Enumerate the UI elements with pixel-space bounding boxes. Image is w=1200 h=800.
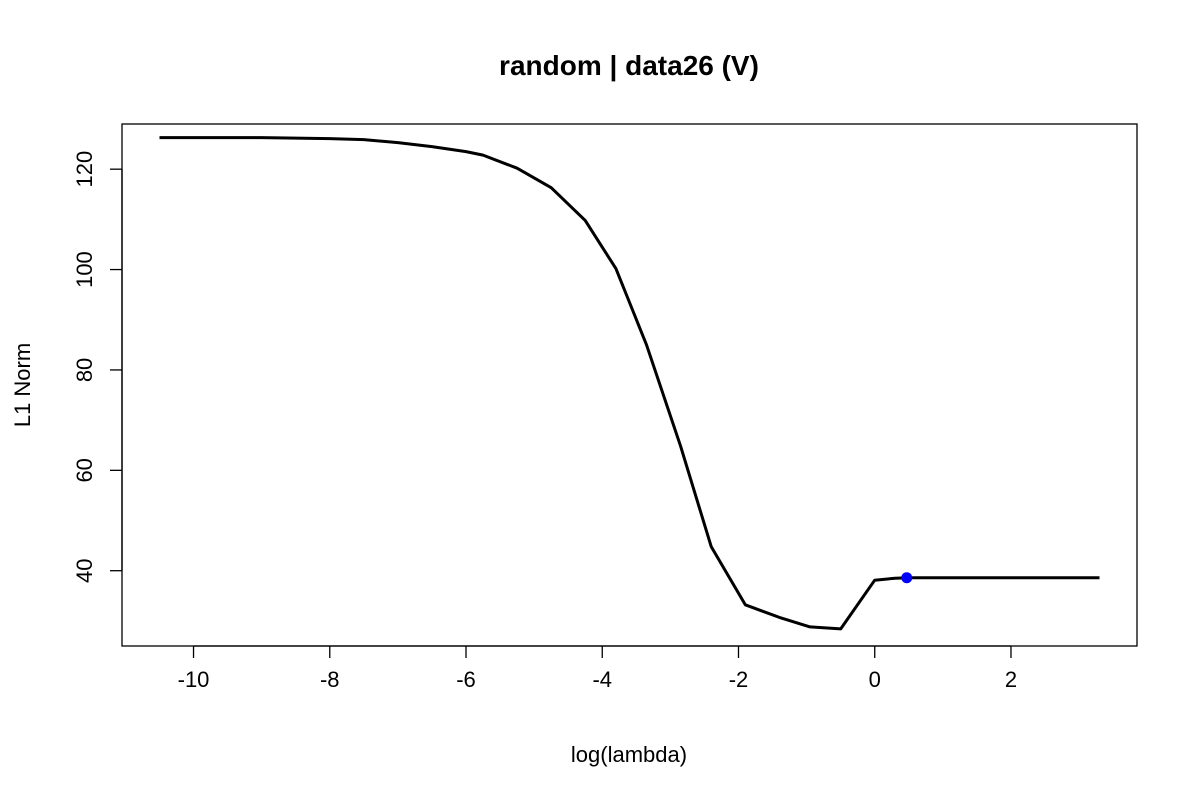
y-axis: 40 60 80 100 120 — [72, 151, 123, 583]
series-line — [159, 136, 1100, 631]
x-tick-label: -4 — [592, 667, 612, 692]
highlight-point — [901, 572, 913, 584]
x-axis-label: log(lambda) — [571, 742, 687, 767]
series-layer — [159, 136, 1100, 631]
chart-title: random | data26 (V) — [499, 50, 759, 81]
y-tick-label: 60 — [72, 458, 97, 482]
plot-area-border — [121, 123, 1138, 647]
y-tick-label: 120 — [72, 151, 97, 188]
x-tick-label: -10 — [178, 667, 210, 692]
x-tick-label: -2 — [729, 667, 749, 692]
x-axis: -10 -8 -6 -4 -2 0 2 — [178, 645, 1017, 692]
y-axis-label: L1 Norm — [10, 343, 35, 427]
y-tick-label: 100 — [72, 251, 97, 288]
y-tick-label: 80 — [72, 358, 97, 382]
x-tick-label: -6 — [456, 667, 476, 692]
x-tick-label: -8 — [320, 667, 340, 692]
y-tick-label: 40 — [72, 558, 97, 582]
x-tick-label: 2 — [1005, 667, 1017, 692]
x-tick-label: 0 — [869, 667, 881, 692]
